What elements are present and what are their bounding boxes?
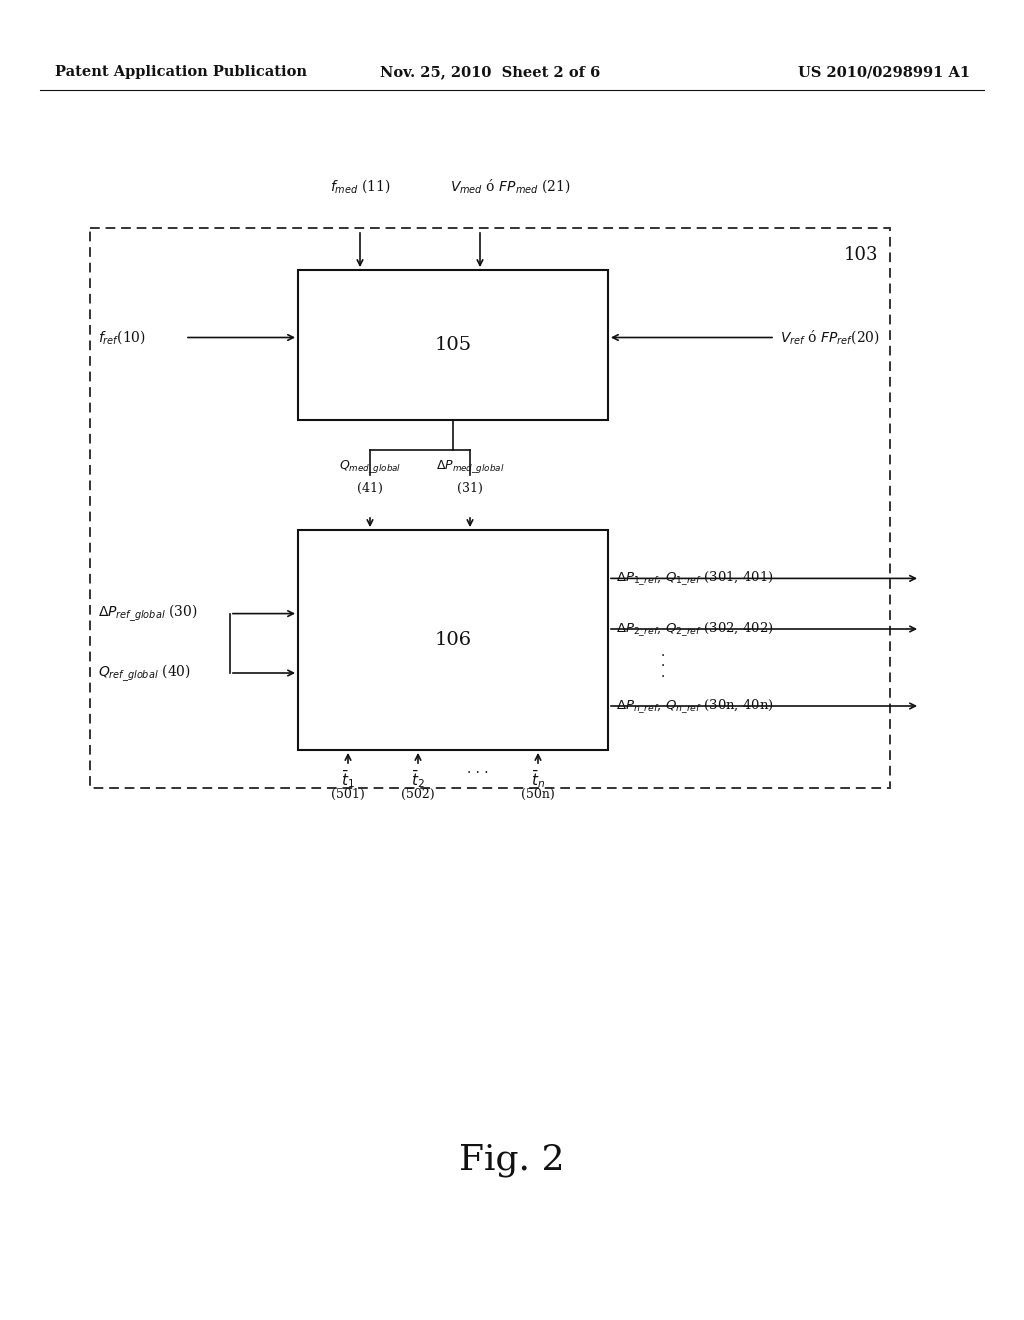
Text: $\bar{t}_{2}$: $\bar{t}_{2}$	[411, 768, 425, 789]
Text: $\bar{t}_{n}$: $\bar{t}_{n}$	[530, 768, 545, 789]
Text: $\Delta P_{2\_ref}$, $Q_{2\_ref}$ (302, 402): $\Delta P_{2\_ref}$, $Q_{2\_ref}$ (302, …	[616, 620, 774, 638]
Text: $\Delta P_{n\_ref}$, $Q_{n\_ref}$ (30n, 40n): $\Delta P_{n\_ref}$, $Q_{n\_ref}$ (30n, …	[616, 697, 774, 715]
Text: Fig. 2: Fig. 2	[459, 1143, 565, 1177]
Text: $V_{ref}$ ó $FP_{ref}$(20): $V_{ref}$ ó $FP_{ref}$(20)	[780, 329, 880, 346]
Text: (50n): (50n)	[521, 788, 555, 801]
Text: (31): (31)	[457, 482, 483, 495]
Text: $Q_{med\_global}$: $Q_{med\_global}$	[339, 458, 401, 475]
Text: (502): (502)	[401, 788, 435, 801]
Text: $f_{med}$ (11): $f_{med}$ (11)	[330, 177, 390, 195]
Text: $\bar{t}_{1}$: $\bar{t}_{1}$	[341, 768, 355, 789]
Text: $Q_{ref\_global}$ (40): $Q_{ref\_global}$ (40)	[98, 663, 190, 684]
Bar	[90, 228, 890, 788]
Text: (41): (41)	[357, 482, 383, 495]
Text: ·
·
·: · · ·	[660, 648, 666, 684]
Bar	[298, 271, 608, 420]
Text: Nov. 25, 2010  Sheet 2 of 6: Nov. 25, 2010 Sheet 2 of 6	[380, 65, 600, 79]
Text: Patent Application Publication: Patent Application Publication	[55, 65, 307, 79]
Text: $\Delta P_{med\_global}$: $\Delta P_{med\_global}$	[436, 458, 504, 475]
Text: $f_{ref}$(10): $f_{ref}$(10)	[98, 329, 146, 346]
Bar	[298, 531, 608, 750]
Text: 105: 105	[434, 337, 472, 354]
Text: 103: 103	[844, 246, 878, 264]
Text: 106: 106	[434, 631, 472, 649]
Text: . . .: . . .	[467, 762, 488, 776]
Text: $\Delta P_{ref\_global}$ (30): $\Delta P_{ref\_global}$ (30)	[98, 603, 198, 624]
Text: $\Delta P_{1\_ref}$, $Q_{1\_ref}$ (301, 401): $\Delta P_{1\_ref}$, $Q_{1\_ref}$ (301, …	[616, 569, 774, 587]
Text: $V_{med}$ ó $FP_{med}$ (21): $V_{med}$ ó $FP_{med}$ (21)	[450, 177, 570, 195]
Text: US 2010/0298991 A1: US 2010/0298991 A1	[798, 65, 970, 79]
Text: (501): (501)	[331, 788, 365, 801]
